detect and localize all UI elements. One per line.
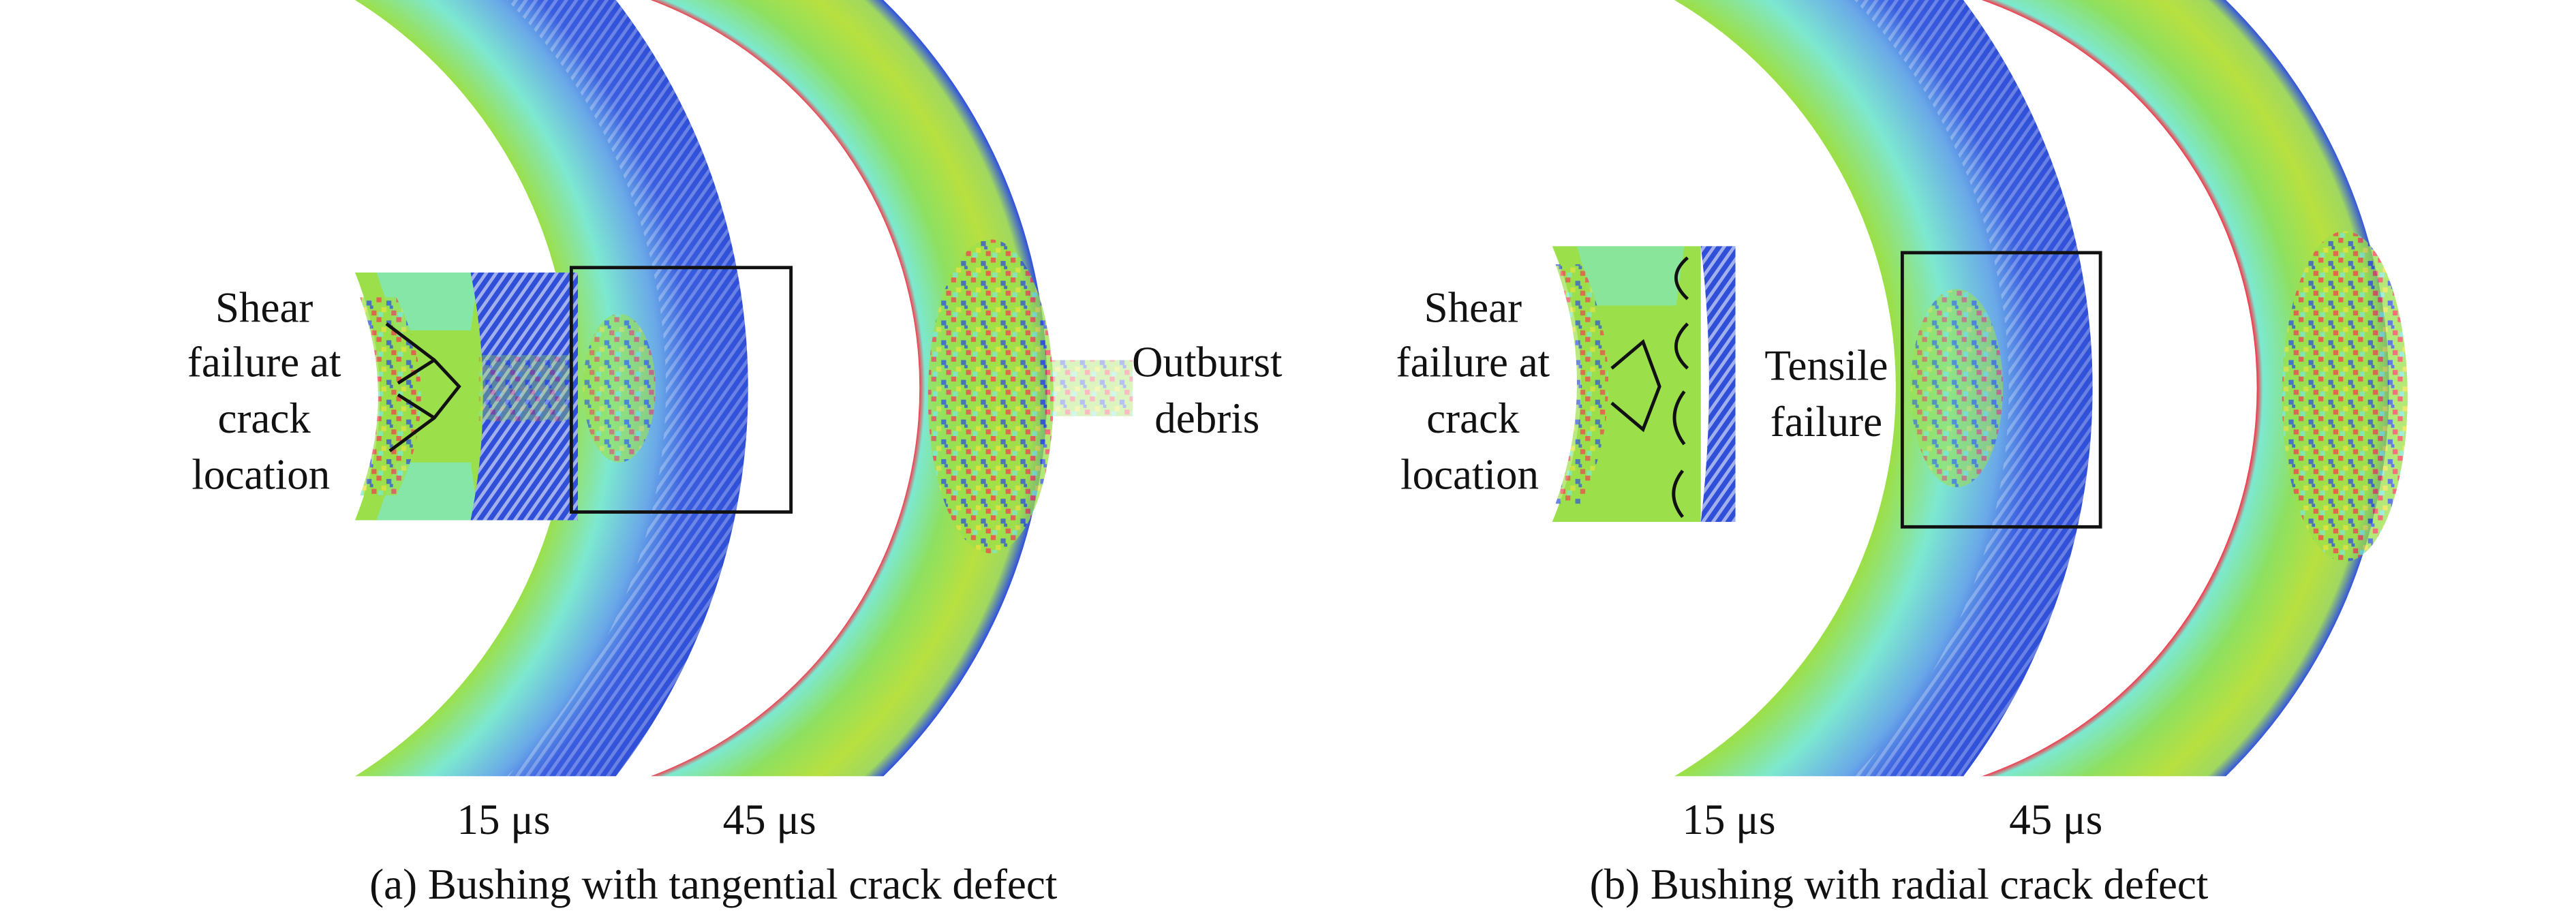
crack-outline-radial <box>1610 256 1689 518</box>
inset-b <box>1552 246 1736 523</box>
ring-stripes <box>506 0 748 777</box>
damage-zone <box>2282 231 2408 562</box>
svg-text:location: location <box>191 451 330 499</box>
damage-zone <box>927 239 1054 554</box>
svg-text:Shear: Shear <box>1424 284 1522 332</box>
bushing-ring-45us <box>1981 0 2389 777</box>
svg-text:Outburst: Outburst <box>1132 339 1283 386</box>
inset-label-a: Shear failure at crack location <box>187 284 341 499</box>
inset-label-b: Shear failure at crack location <box>1396 284 1550 499</box>
svg-text:location: location <box>1400 451 1539 499</box>
svg-text:crack: crack <box>1426 394 1520 442</box>
svg-text:failure at: failure at <box>1396 339 1550 386</box>
svg-text:debris: debris <box>1154 394 1259 442</box>
caption-b: (b) Bushing with radial crack defect <box>1590 860 2209 908</box>
svg-text:failure at: failure at <box>187 339 341 386</box>
svg-text:Shear: Shear <box>215 284 313 332</box>
caption-a: (a) Bushing with tangential crack defect <box>369 860 1058 908</box>
zoom-box-a <box>569 266 793 514</box>
bushing-ring-45us <box>650 0 1047 777</box>
panel-b <box>1674 0 2408 777</box>
crack-outline-tangential <box>385 322 461 452</box>
time-label-15us-a: 15 μs <box>457 796 551 843</box>
damage-zone <box>583 313 656 463</box>
zoom-box-b <box>1900 251 2102 529</box>
time-label-45us-a: 45 μs <box>723 796 816 843</box>
time-label-15us-b: 15 μs <box>1682 796 1775 843</box>
damage-zone <box>1910 289 2004 488</box>
side-label-b: Tensile failure <box>1764 342 1888 446</box>
debris-a <box>1050 360 1133 416</box>
svg-text:Tensile: Tensile <box>1764 342 1888 390</box>
inset-a <box>354 272 579 521</box>
svg-text:failure: failure <box>1770 398 1882 446</box>
ring-stripes <box>1854 0 2093 777</box>
time-label-45us-b: 45 μs <box>2009 796 2102 843</box>
side-label-a: Outburst debris <box>1132 339 1283 442</box>
svg-text:crack: crack <box>218 394 311 442</box>
panel-a <box>354 0 1054 777</box>
